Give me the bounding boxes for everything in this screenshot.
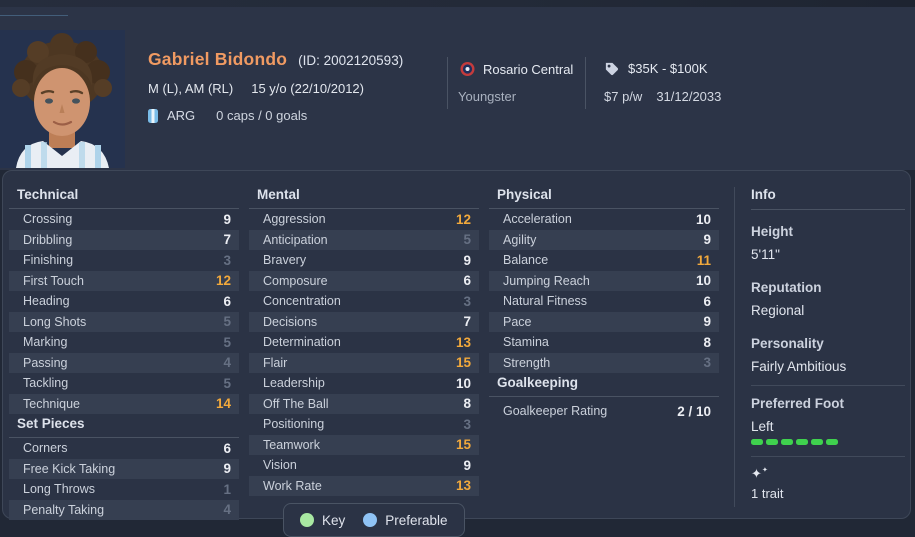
attribute-row: Aggression 12 bbox=[263, 211, 471, 227]
attribute-row: Corners 6 bbox=[23, 440, 231, 456]
mental-column: Mental Aggression 12 Anticipation 5 Braver… bbox=[249, 187, 479, 496]
player-positions: M (L), AM (RL) bbox=[148, 81, 234, 96]
attribute-row: Anticipation 5 bbox=[249, 229, 479, 250]
key-dot-icon bbox=[300, 513, 314, 527]
attribute-row: Long Shots 5 bbox=[9, 311, 239, 332]
attribute-row: First Touch 12 bbox=[9, 270, 239, 291]
contract-end-date: 31/12/2033 bbox=[656, 89, 722, 104]
attribute-row: Concentration 3 bbox=[263, 293, 471, 309]
attribute-row: Agility 9 bbox=[489, 229, 719, 250]
sidebar-rule bbox=[751, 385, 905, 386]
attribute-row: Bravery 9 bbox=[263, 252, 471, 268]
attribute-row: Teamwork 15 bbox=[249, 434, 479, 455]
attribute-row: Long Throws 1 bbox=[23, 481, 231, 497]
attribute-row: Work Rate 13 bbox=[249, 475, 479, 496]
reputation-value: Regional bbox=[751, 303, 805, 318]
physical-rows: Acceleration 10 Agility 9 Balance 11 Jumpin… bbox=[489, 209, 719, 373]
sidebar-divider bbox=[734, 187, 735, 507]
player-id: (ID: 2002120593) bbox=[298, 53, 404, 68]
section-title-goalkeeping: Goalkeeping bbox=[489, 375, 719, 397]
player-photo bbox=[0, 30, 125, 168]
player-name: Gabriel Bidondo bbox=[148, 49, 288, 69]
nation-flag-icon bbox=[148, 108, 158, 123]
personality-label: Personality bbox=[751, 336, 824, 351]
attribute-row: Decisions 7 bbox=[249, 311, 479, 332]
attribute-row: Balance 11 bbox=[503, 252, 711, 268]
legend-key-label: Key bbox=[322, 512, 346, 528]
physical-column: Physical Acceleration 10 Agility 9 Balance… bbox=[489, 187, 719, 422]
set-pieces-rows: Corners 6 Free Kick Taking 9 Long Throws 1 … bbox=[9, 438, 239, 520]
attribute-row: Vision 9 bbox=[263, 457, 471, 473]
attribute-row: Heading 6 bbox=[23, 293, 231, 309]
player-age: 15 y/o (22/10/2012) bbox=[251, 81, 364, 96]
attribute-row: Stamina 8 bbox=[503, 334, 711, 350]
decorative-line bbox=[0, 15, 68, 16]
legend-item-key: Key bbox=[300, 513, 345, 528]
header-divider bbox=[585, 57, 586, 109]
goalkeeping-rows: Goalkeeper Rating 2 / 10 bbox=[489, 401, 719, 422]
attribute-row: Jumping Reach 10 bbox=[489, 270, 719, 291]
attribute-row: Strength 3 bbox=[489, 352, 719, 373]
attribute-legend: Key Preferable bbox=[283, 503, 465, 537]
attribute-row: Free Kick Taking 9 bbox=[9, 458, 239, 479]
info-title: Info bbox=[751, 187, 905, 210]
attribute-row: Passing 4 bbox=[9, 352, 239, 373]
header-divider bbox=[447, 57, 448, 109]
attribute-row: Technique 14 bbox=[9, 393, 239, 414]
traits-count[interactable]: 1 trait bbox=[751, 485, 784, 501]
attribute-row: Crossing 9 bbox=[23, 211, 231, 227]
attribute-row: Acceleration 10 bbox=[503, 211, 711, 227]
attribute-row: Determination 13 bbox=[263, 334, 471, 350]
mental-rows: Aggression 12 Anticipation 5 Bravery 9 Comp… bbox=[249, 209, 479, 496]
attribute-row: Natural Fitness 6 bbox=[503, 293, 711, 309]
attribute-row: Goalkeeper Rating 2 / 10 bbox=[503, 403, 711, 419]
personality-value: Fairly Ambitious bbox=[751, 359, 847, 374]
transfer-value-tag-icon bbox=[604, 61, 619, 76]
player-header: Gabriel Bidondo (ID: 2002120593) M (L), … bbox=[0, 7, 915, 170]
club-badge-icon bbox=[460, 61, 475, 77]
info-sidebar: Info Height 5'11" Reputation Regional Pe… bbox=[751, 187, 905, 501]
attributes-panel: Technical Crossing 9 Dribbling 7 Finishing… bbox=[2, 170, 911, 520]
window-top-strip bbox=[0, 0, 915, 7]
attribute-row: Leadership 10 bbox=[263, 375, 471, 391]
preferred-foot-value: Left bbox=[751, 419, 774, 434]
reputation-label: Reputation bbox=[751, 280, 822, 295]
attribute-row: Composure 6 bbox=[249, 270, 479, 291]
preferred-foot-label: Preferred Foot bbox=[751, 396, 845, 411]
technical-rows: Crossing 9 Dribbling 7 Finishing 3 First To… bbox=[9, 209, 239, 414]
attribute-row: Penalty Taking 4 bbox=[9, 499, 239, 520]
height-value: 5'11" bbox=[751, 247, 780, 262]
preferable-dot-icon bbox=[363, 513, 378, 527]
attribute-row: Tackling 5 bbox=[23, 375, 231, 391]
wage: $7 p/w bbox=[604, 89, 643, 104]
nation-code: ARG bbox=[167, 108, 196, 123]
section-title-physical: Physical bbox=[489, 187, 719, 209]
section-title-technical: Technical bbox=[9, 187, 239, 209]
attribute-row: Flair 15 bbox=[249, 352, 479, 373]
attribute-row: Positioning 3 bbox=[263, 416, 471, 432]
attribute-row: Pace 9 bbox=[489, 311, 719, 332]
legend-item-preferable: Preferable bbox=[363, 512, 448, 528]
club-name[interactable]: Rosario Central bbox=[483, 61, 574, 77]
height-label: Height bbox=[751, 224, 793, 239]
attribute-row: Off The Ball 8 bbox=[249, 393, 479, 414]
foot-rating-bar bbox=[751, 439, 905, 445]
attribute-row: Marking 5 bbox=[23, 334, 231, 350]
attribute-row: Finishing 3 bbox=[23, 252, 231, 268]
section-title-set-pieces: Set Pieces bbox=[9, 416, 239, 438]
transfer-value: $35K - $100K bbox=[628, 61, 708, 76]
section-title-mental: Mental bbox=[249, 187, 479, 209]
club-status: Youngster bbox=[458, 89, 517, 104]
sidebar-rule bbox=[751, 455, 905, 457]
caps-goals: 0 caps / 0 goals bbox=[216, 108, 308, 123]
attribute-row: Dribbling 7 bbox=[9, 229, 239, 250]
technical-column: Technical Crossing 9 Dribbling 7 Finishing… bbox=[9, 187, 239, 520]
traits-sparkle-icon: ✦ ✦ bbox=[751, 465, 768, 481]
legend-preferable-label: Preferable bbox=[385, 512, 448, 528]
